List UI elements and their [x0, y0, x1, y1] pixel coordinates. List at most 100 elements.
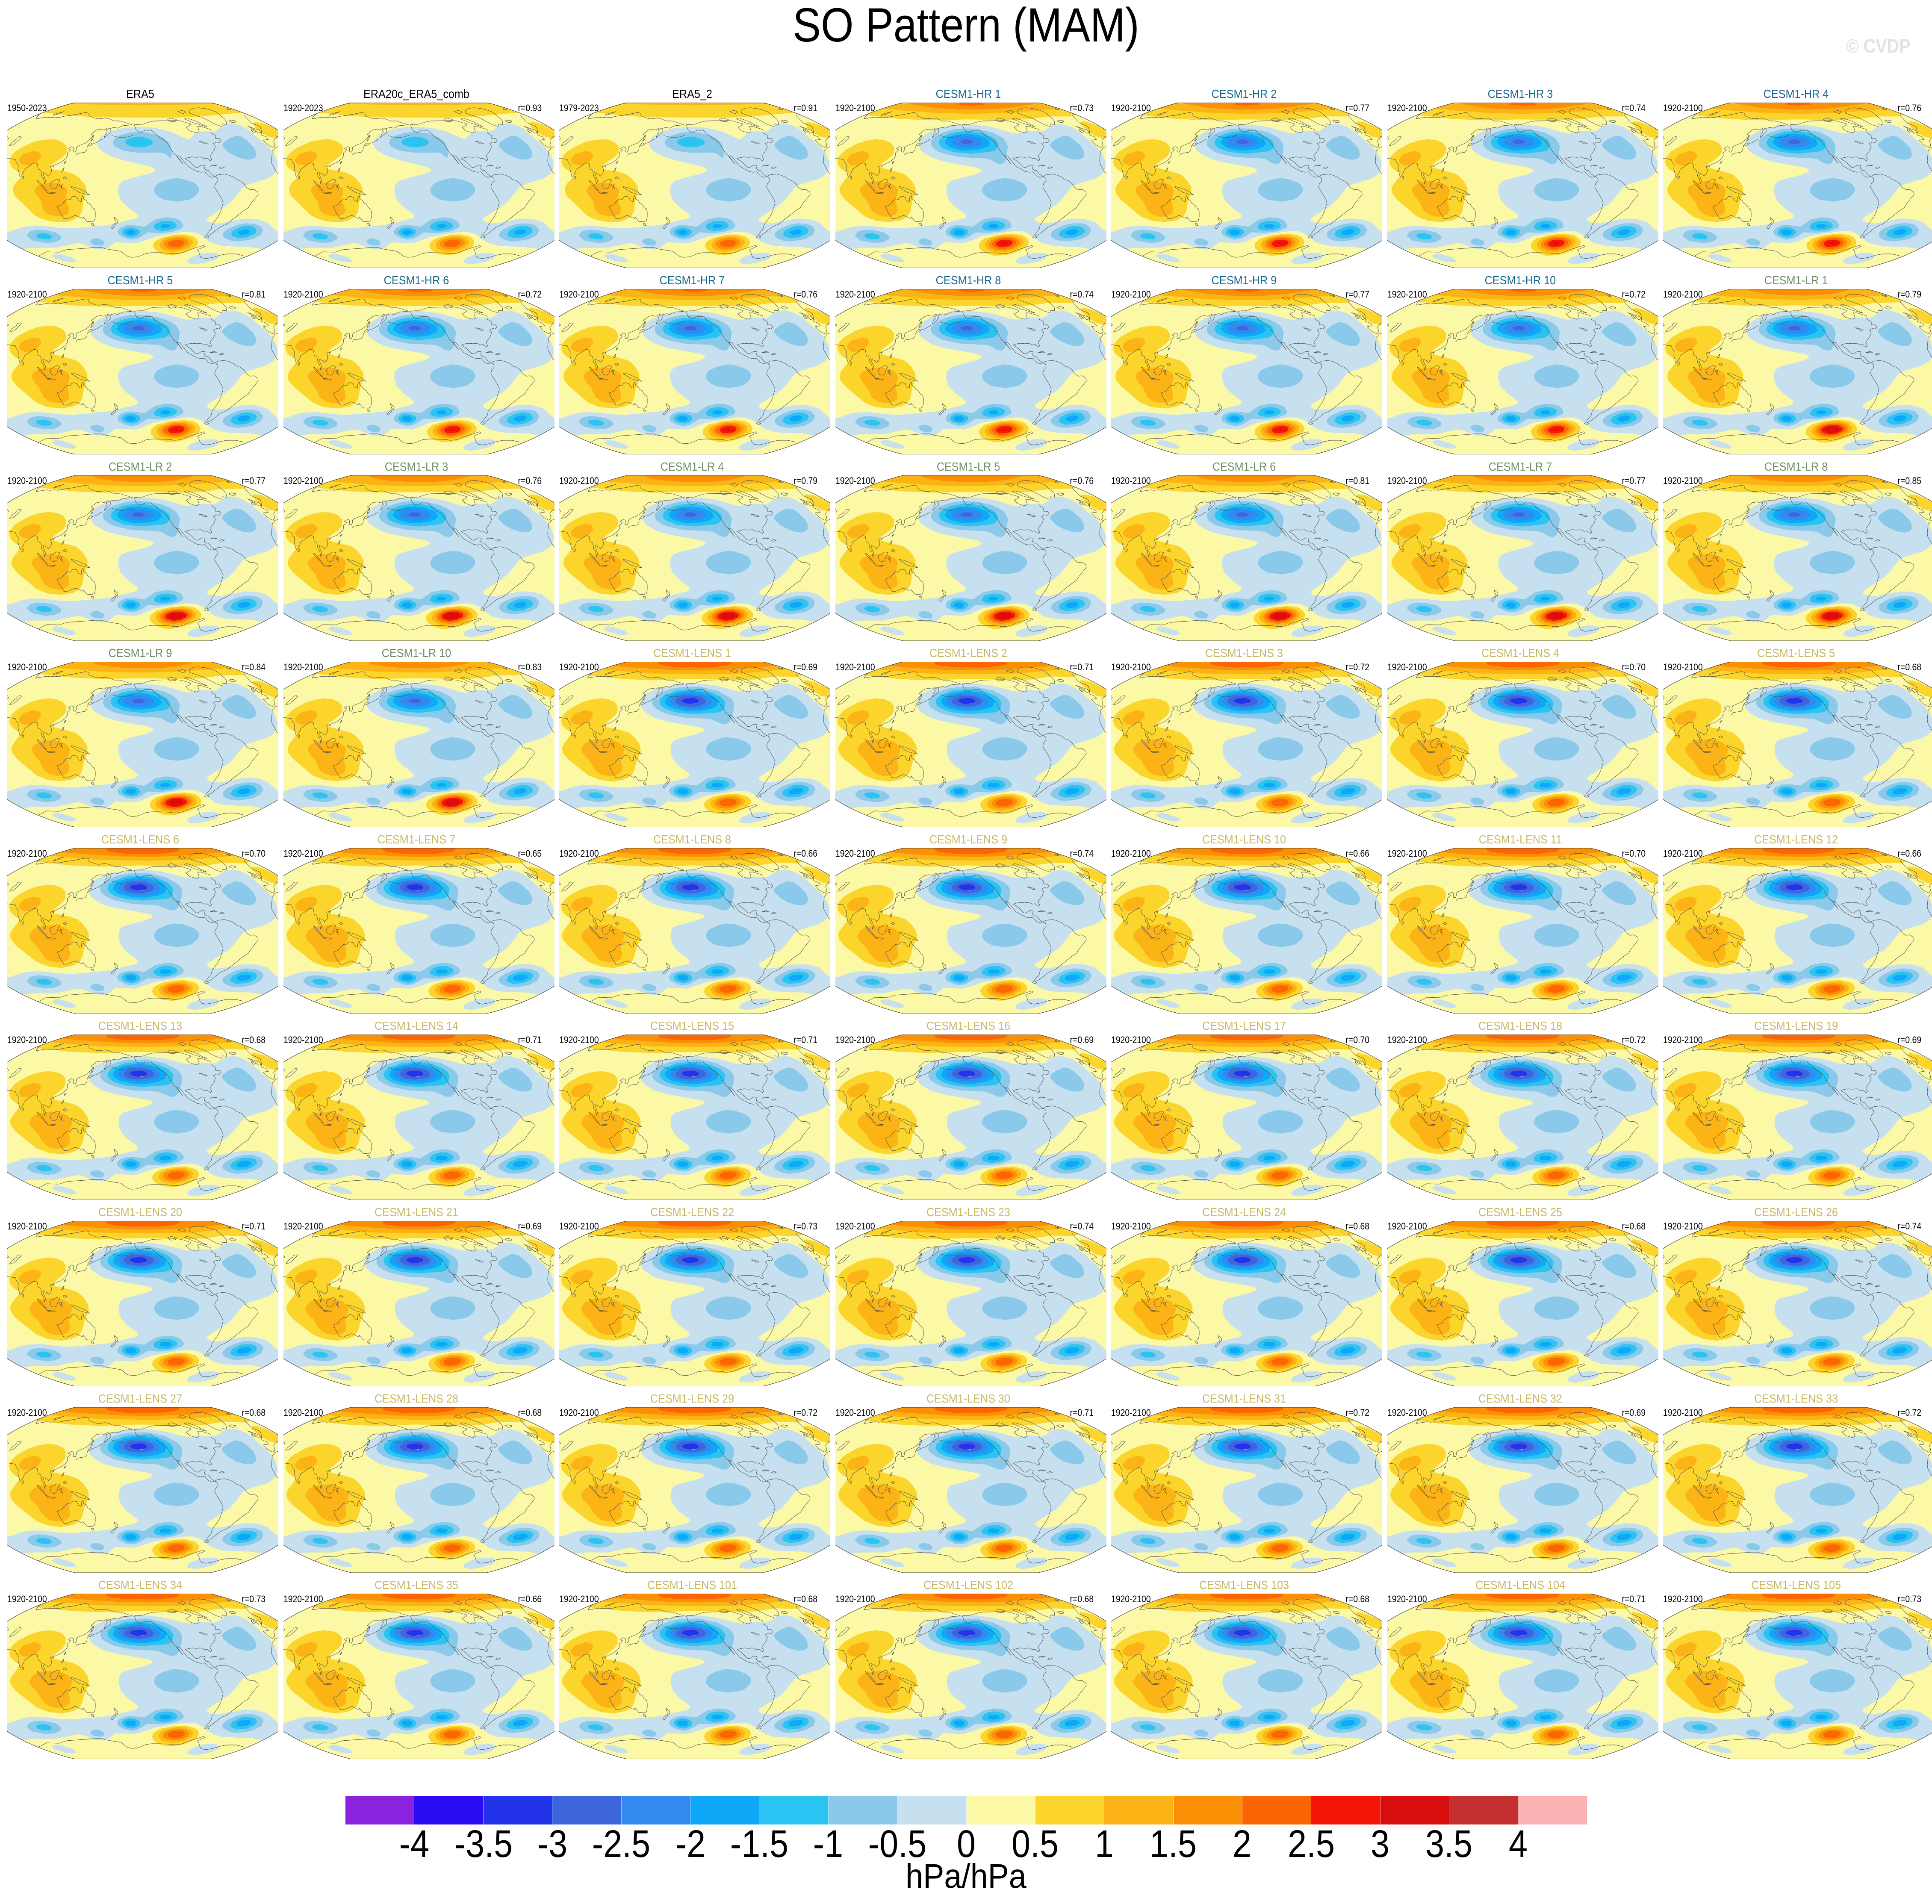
colorbar-tick: -1	[813, 1823, 844, 1866]
panel-period: 1920-2100	[835, 848, 875, 859]
panel-title: ERA20c_ERA5_comb	[363, 87, 469, 100]
anomaly-field-layer	[1663, 848, 1932, 1014]
world-map	[1387, 103, 1658, 268]
world-map	[1663, 1594, 1932, 1759]
world-map	[559, 662, 831, 827]
panel-correlation: r=0.81	[242, 289, 265, 300]
anomaly-field-layer	[283, 1594, 555, 1759]
panel-period: 1920-2100	[1387, 289, 1427, 300]
map-panel: CESM1-LENS 12 1920-2100 r=0.66	[1656, 834, 1932, 1014]
world-map	[1387, 475, 1658, 641]
panel-title: CESM1-LENS 35	[374, 1578, 458, 1592]
world-map	[1387, 1035, 1658, 1200]
map-clip-group	[559, 289, 831, 454]
colorbar-segment	[759, 1796, 829, 1824]
colorbar-tick: 1.5	[1149, 1823, 1197, 1866]
colorbar-segment	[414, 1796, 484, 1824]
anomaly-field-layer	[1387, 662, 1658, 827]
panel-correlation: r=0.81	[1345, 475, 1370, 486]
panel-period: 1920-2100	[283, 475, 323, 486]
map-clip-group	[283, 1035, 555, 1200]
panel-correlation: r=0.77	[1345, 103, 1370, 113]
map-panel: CESM1-LR 10 1920-2100 r=0.83	[276, 647, 555, 827]
colorbar-tick: -3.5	[454, 1823, 513, 1866]
panel-title: CESM1-HR 9	[1211, 274, 1277, 287]
map-clip-group	[1387, 103, 1658, 268]
panel-correlation: r=0.72	[1622, 289, 1646, 300]
anomaly-field-layer	[559, 1035, 831, 1200]
world-map	[7, 103, 278, 268]
world-map	[283, 475, 555, 641]
panel-title: CESM1-LENS 27	[98, 1392, 183, 1405]
map-clip-group	[283, 662, 555, 827]
anomaly-field-layer	[835, 1594, 1106, 1759]
panel-correlation: r=0.68	[242, 1407, 265, 1418]
world-map	[1387, 1594, 1658, 1759]
panel-period: 1920-2100	[835, 475, 875, 486]
panel-period: 1920-2100	[7, 848, 47, 859]
panel-title: CESM1-HR 5	[107, 274, 173, 287]
world-map	[283, 1407, 555, 1573]
panel-title: CESM1-LENS 6	[101, 833, 180, 846]
panel-title: CESM1-LENS 9	[929, 833, 1007, 846]
panel-title: CESM1-LENS 2	[929, 646, 1007, 660]
map-panel: CESM1-LENS 4 1920-2100 r=0.70	[1380, 647, 1658, 827]
colorbar-segment	[1311, 1796, 1380, 1824]
panel-title: CESM1-LENS 25	[1478, 1205, 1562, 1219]
world-map	[1387, 1407, 1658, 1573]
panel-correlation: r=0.71	[793, 1035, 818, 1045]
panel-title: CESM1-LENS 22	[650, 1205, 734, 1219]
panel-correlation: r=0.71	[242, 1221, 265, 1232]
map-panel: CESM1-HR 10 1920-2100 r=0.72	[1380, 274, 1658, 454]
map-panel: CESM1-LR 1 1920-2100 r=0.79	[1656, 274, 1932, 454]
panel-title: CESM1-LENS 31	[1202, 1392, 1286, 1405]
panel-correlation: r=0.72	[1345, 662, 1370, 672]
panel-title: CESM1-HR 4	[1764, 87, 1829, 100]
panel-period: 1920-2100	[283, 1221, 323, 1232]
panel-title: CESM1-LENS 14	[374, 1019, 458, 1032]
map-panel: CESM1-LENS 27 1920-2100 r=0.68	[0, 1393, 278, 1573]
panel-title: CESM1-LENS 102	[923, 1578, 1013, 1592]
panel-title: CESM1-LR 1	[1764, 274, 1828, 287]
panel-title: CESM1-LR 2	[108, 460, 172, 473]
panel-correlation: r=0.73	[1897, 1594, 1922, 1604]
panel-title: CESM1-LR 10	[381, 646, 451, 660]
map-clip-group	[283, 1221, 555, 1386]
map-clip-group	[835, 1407, 1106, 1573]
anomaly-field-layer	[7, 662, 278, 827]
map-clip-group	[7, 662, 278, 827]
panel-title: CESM1-LENS 34	[98, 1578, 183, 1592]
colorbar-tick: 0.5	[1012, 1823, 1059, 1866]
anomaly-field-layer	[559, 848, 831, 1014]
panel-period: 1920-2100	[1111, 103, 1151, 113]
panel-title: CESM1-LENS 7	[377, 833, 455, 846]
anomaly-field-layer	[559, 1594, 831, 1759]
world-map	[1111, 1594, 1383, 1759]
map-panel: CESM1-LENS 24 1920-2100 r=0.68	[1104, 1206, 1383, 1386]
panel-period: 1920-2100	[559, 289, 599, 300]
world-map	[1663, 1221, 1932, 1386]
anomaly-field-layer	[559, 662, 831, 827]
map-clip-group	[1111, 289, 1383, 454]
map-clip-group	[7, 848, 278, 1014]
panel-title: CESM1-LR 6	[1212, 460, 1276, 473]
panel-period: 1920-2100	[7, 1594, 47, 1604]
panel-period: 1920-2100	[1663, 1594, 1703, 1604]
world-map	[1663, 475, 1932, 641]
anomaly-field-layer	[559, 289, 831, 454]
anomaly-field-layer	[559, 1407, 831, 1573]
world-map	[1111, 1221, 1383, 1386]
panel-period: 1920-2100	[1387, 1035, 1427, 1045]
panel-correlation: r=0.68	[1897, 662, 1922, 672]
map-panel: CESM1-LENS 28 1920-2100 r=0.68	[276, 1393, 555, 1573]
panel-title: CESM1-HR 1	[935, 87, 1001, 100]
colorbar-segment	[552, 1796, 622, 1824]
panel-period: 1920-2100	[7, 289, 47, 300]
colorbar-segment	[345, 1796, 415, 1824]
world-map	[283, 103, 555, 268]
panel-title: CESM1-HR 8	[935, 274, 1001, 287]
world-map	[283, 662, 555, 827]
panel-correlation: r=0.69	[1070, 1035, 1094, 1045]
world-map	[835, 103, 1106, 268]
colorbar-segment	[897, 1796, 967, 1824]
